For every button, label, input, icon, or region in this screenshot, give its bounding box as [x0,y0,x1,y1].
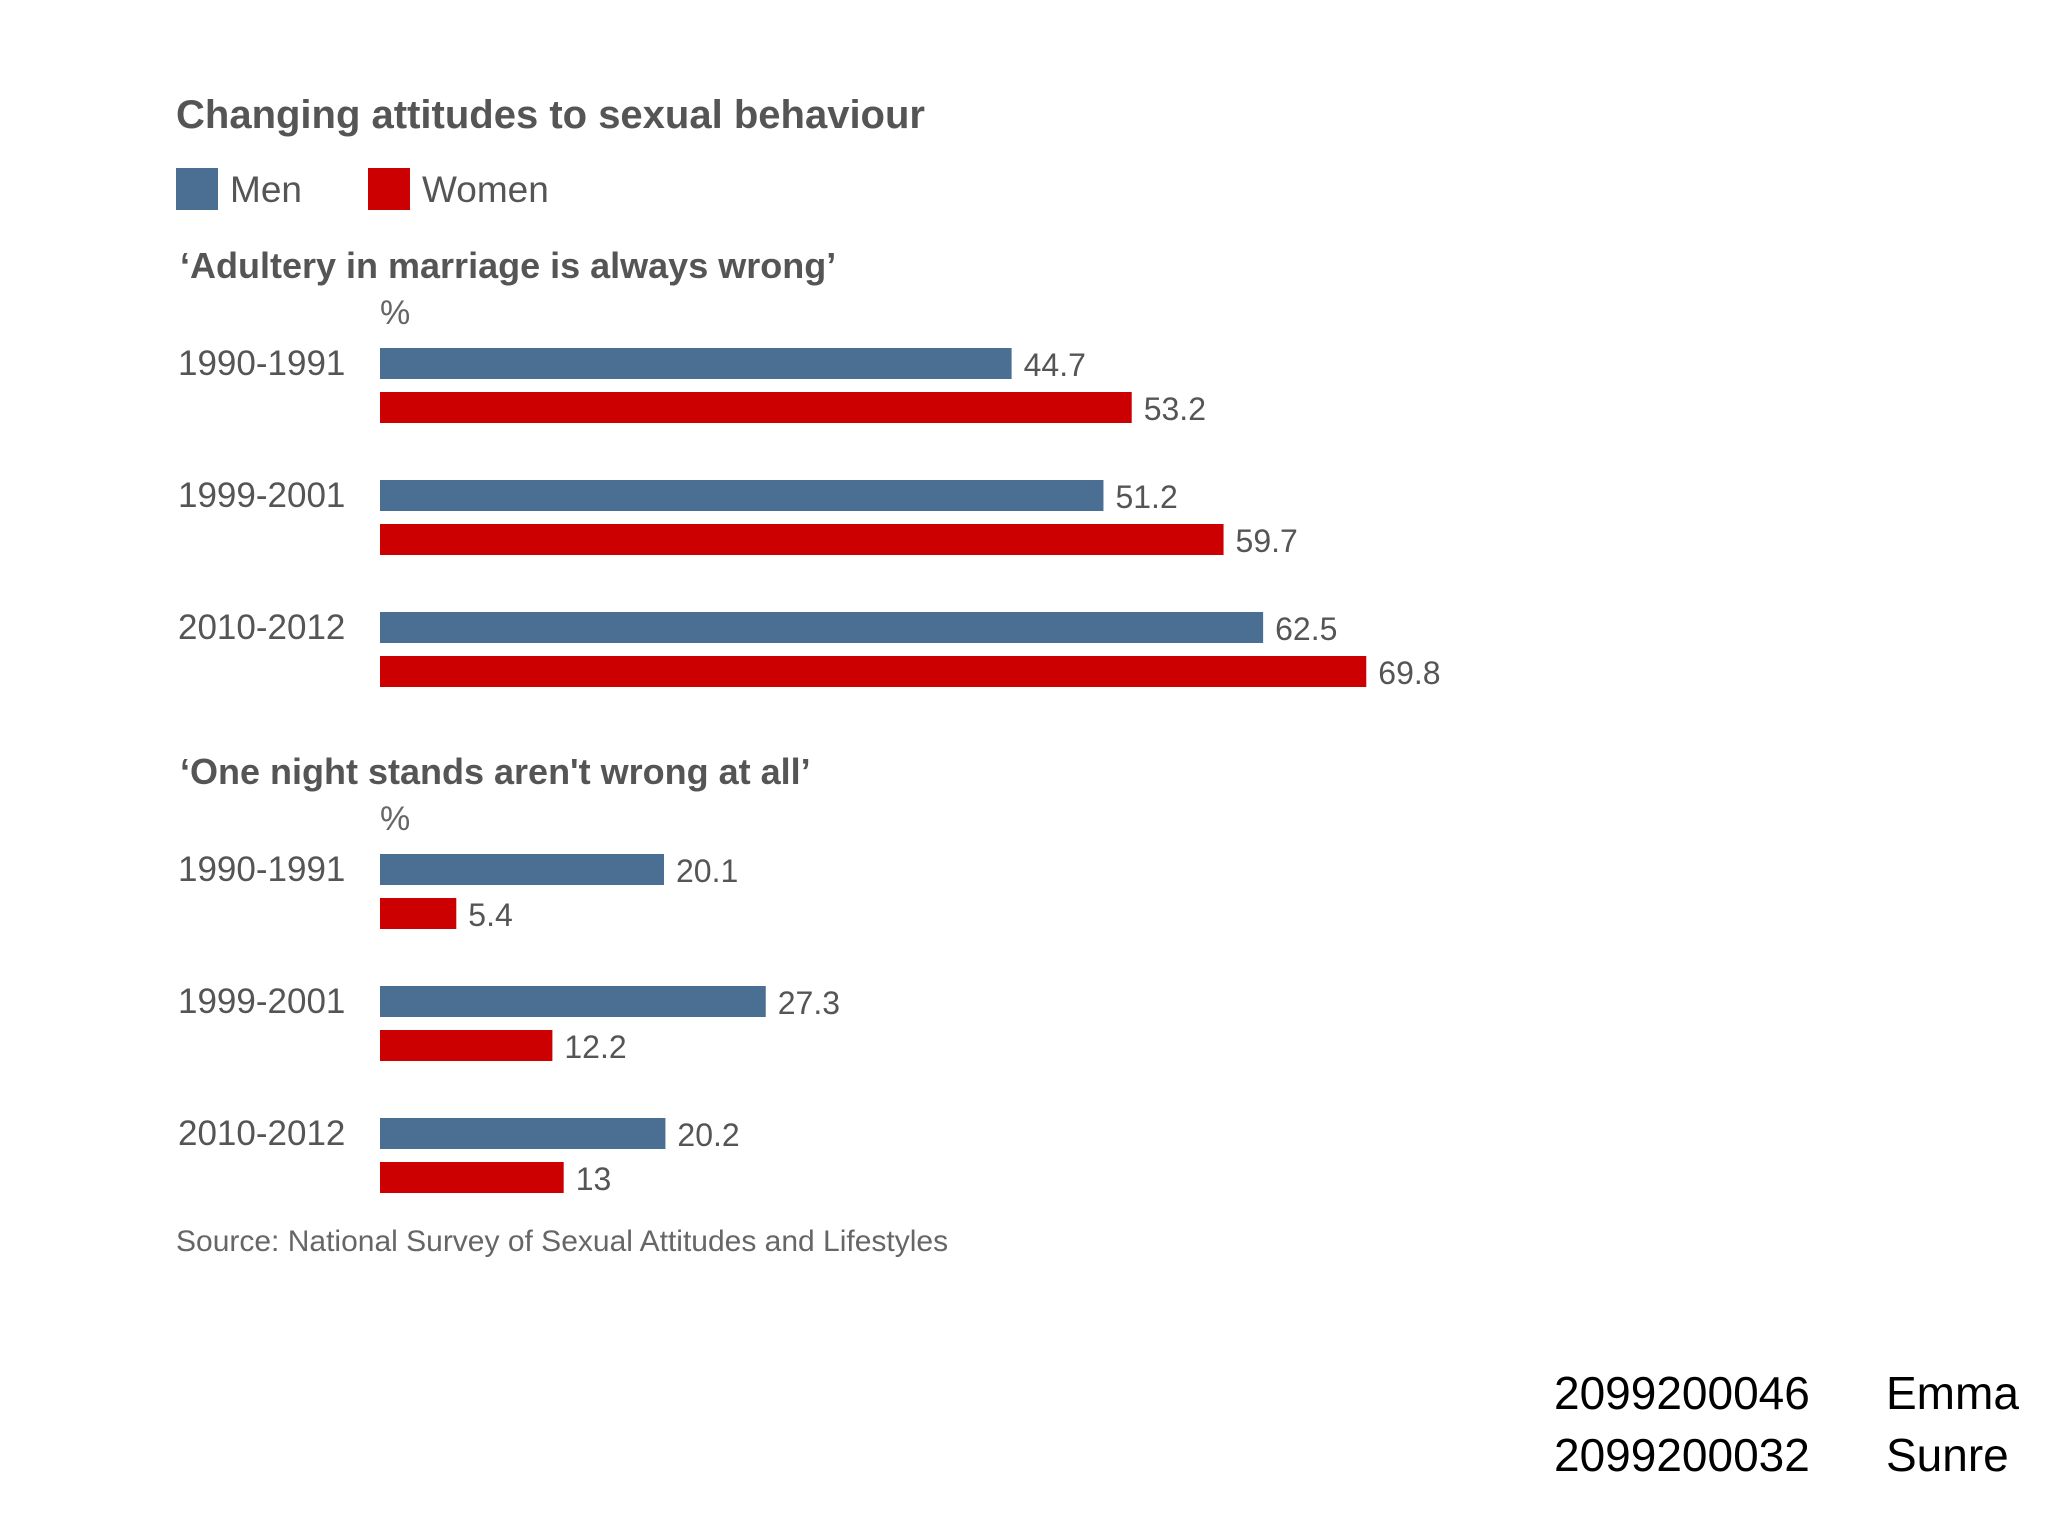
footer: 2099200046 Emma 2099200032 Sunre [1554,1362,2026,1486]
footer-row: 2099200046 Emma [1554,1362,2026,1424]
legend-label-men: Men [230,169,302,210]
chart-panels: ‘Adultery in marriage is always wrong’% 1… [178,245,1441,1197]
chart-title: Changing attitudes to sexual behaviour [176,93,925,137]
legend-label-women: Women [422,169,549,210]
student-id: 2099200046 [1554,1367,1810,1419]
data-label: 27.3 [778,985,840,1021]
bar-men [380,1118,666,1149]
bar-women [380,1030,553,1061]
data-label: 62.5 [1275,611,1337,647]
data-label: 69.8 [1378,655,1440,691]
legend: Men Women [176,168,549,210]
bar-men [380,854,665,885]
category-label: 1990-1991 [178,344,345,383]
bar-women [380,898,457,929]
unit-label: % [380,294,410,332]
category-label: 1999-2001 [178,476,345,515]
data-label: 59.7 [1236,523,1298,559]
student-name: Emma [1886,1367,2019,1419]
student-id: 2099200032 [1554,1429,1810,1481]
panel-subtitle: ‘Adultery in marriage is always wrong’ [180,245,836,286]
category-label: 2010-2012 [178,1114,345,1153]
legend-swatch-men [176,168,218,210]
bar-men [380,612,1264,643]
data-label: 51.2 [1115,479,1177,515]
student-name: Sunre [1886,1429,2009,1481]
category-label: 2010-2012 [178,608,345,647]
data-label: 44.7 [1024,347,1086,383]
bar-men [380,348,1012,379]
footer-row: 2099200032 Sunre [1554,1424,2026,1486]
unit-label: % [380,800,410,838]
data-label: 13 [576,1161,612,1197]
bar-women [380,1162,564,1193]
bar-men [380,986,766,1017]
data-label: 20.1 [676,853,738,889]
panel-subtitle: ‘One night stands aren't wrong at all’ [180,751,811,792]
category-label: 1999-2001 [178,982,345,1021]
bar-men [380,480,1104,511]
bar-women [380,524,1224,555]
data-label: 53.2 [1144,391,1206,427]
legend-swatch-women [368,168,410,210]
data-label: 5.4 [468,897,512,933]
chart-source: Source: National Survey of Sexual Attitu… [176,1225,948,1258]
bar-women [380,392,1132,423]
category-label: 1990-1991 [178,850,345,889]
data-label: 20.2 [677,1117,739,1153]
data-label: 12.2 [564,1029,626,1065]
bar-women [380,656,1367,687]
